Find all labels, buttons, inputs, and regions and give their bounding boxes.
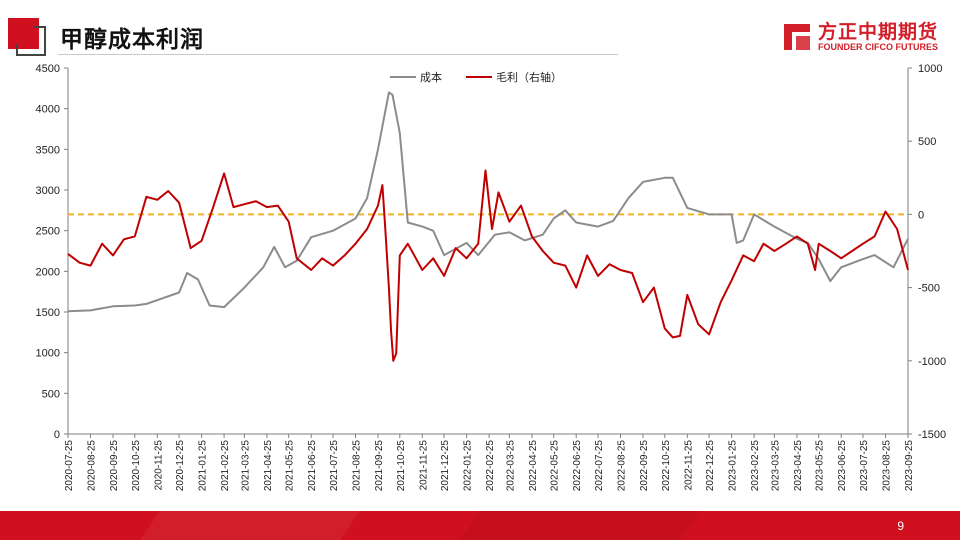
x-tick-label: 2023-09-25 xyxy=(904,440,915,492)
x-tick-label: 2023-06-25 xyxy=(837,440,848,492)
brand-logo: 方正中期期货 FOUNDER CIFCO FUTURES xyxy=(782,17,952,59)
x-tick-label: 2021-07-25 xyxy=(329,440,340,492)
x-tick-label: 2020-08-25 xyxy=(87,440,98,492)
x-tick-label: 2022-12-25 xyxy=(705,440,716,492)
title-divider xyxy=(58,54,618,55)
x-tick-label: 2023-04-25 xyxy=(793,440,804,492)
y-left-tick-label: 0 xyxy=(54,429,60,441)
y-left-tick-label: 2500 xyxy=(36,226,60,238)
y-right-tick-label: 500 xyxy=(918,136,936,148)
y-left-tick-label: 2000 xyxy=(36,266,60,278)
y-right-tick-label: -500 xyxy=(918,283,940,295)
y-left-tick-label: 500 xyxy=(42,388,60,400)
y-left-tick-label: 4000 xyxy=(36,104,60,116)
x-tick-label: 2021-08-25 xyxy=(352,440,363,492)
section-logo-icon xyxy=(8,18,46,56)
x-tick-label: 2023-01-25 xyxy=(728,440,739,492)
cost-profit-chart: 0 500 1000 1500 2000 2500 3000 3500 4000 4500 -150… xyxy=(36,63,947,492)
x-tick-label: 2020-12-25 xyxy=(175,440,186,492)
brand-name: 方正中期期货 xyxy=(818,21,939,43)
x-tick-label: 2022-02-25 xyxy=(485,440,496,492)
x-tick-label: 2022-03-25 xyxy=(505,440,516,492)
x-tick-label: 2020-07-25 xyxy=(64,440,75,492)
x-tick-label: 2022-05-25 xyxy=(550,440,561,492)
legend-label: 毛利（右轴） xyxy=(496,70,562,84)
y-left-tick-label: 3000 xyxy=(36,185,60,197)
x-tick-label: 2021-01-25 xyxy=(198,440,209,492)
x-tick-label: 2021-02-25 xyxy=(220,440,231,492)
x-tick-label: 2021-12-25 xyxy=(440,440,451,492)
y-left-tick-label: 1500 xyxy=(36,307,60,319)
x-tick-label: 2022-06-25 xyxy=(572,440,583,492)
legend-label: 成本 xyxy=(420,70,442,84)
x-tick-label: 2022-01-25 xyxy=(463,440,474,492)
y-right-tick-label: -1500 xyxy=(918,429,946,441)
y-left-tick-label: 3500 xyxy=(36,144,60,156)
x-tick-label: 2022-07-25 xyxy=(594,440,605,492)
x-tick-label: 2020-09-25 xyxy=(109,440,120,492)
x-tick-label: 2021-05-25 xyxy=(285,440,296,492)
footer-bar: 9 xyxy=(0,511,960,540)
x-tick-label: 2021-11-25 xyxy=(418,440,429,491)
x-tick-label: 2023-05-25 xyxy=(815,440,826,492)
x-tick-label: 2022-08-25 xyxy=(616,440,627,492)
x-tick-label: 2022-11-25 xyxy=(683,440,694,491)
y-left-tick-label: 4500 xyxy=(36,63,60,75)
brand-name-en: FOUNDER CIFCO FUTURES xyxy=(818,42,938,52)
x-tick-label: 2023-07-25 xyxy=(859,440,870,492)
chart-legend: 成本 毛利（右轴） xyxy=(390,70,562,84)
x-tick-label: 2020-10-25 xyxy=(131,440,142,492)
y-right-tick-label: 0 xyxy=(918,209,924,221)
x-tick-label: 2023-08-25 xyxy=(881,440,892,492)
y-left-tick-label: 1000 xyxy=(36,348,60,360)
y-right-tick-label: -1000 xyxy=(918,356,946,368)
brand-mark-icon xyxy=(784,24,810,50)
x-tick-label: 2021-06-25 xyxy=(307,440,318,492)
page-number: 9 xyxy=(897,519,904,533)
x-tick-label: 2021-10-25 xyxy=(396,440,407,492)
x-tick-label: 2021-09-25 xyxy=(374,440,385,492)
x-tick-label: 2020-11-25 xyxy=(153,440,164,491)
x-tick-label: 2021-03-25 xyxy=(240,440,251,492)
footer-pattern xyxy=(140,511,700,540)
x-tick-label: 2023-02-25 xyxy=(750,440,761,492)
x-tick-label: 2022-10-25 xyxy=(661,440,672,492)
x-tick-label: 2022-09-25 xyxy=(639,440,650,492)
x-tick-label: 2023-03-25 xyxy=(770,440,781,492)
x-tick-label: 2022-04-25 xyxy=(528,440,539,492)
series-line-cost xyxy=(67,91,909,313)
y-right-tick-label: 1000 xyxy=(918,63,942,75)
page-title: 甲醇成本利润 xyxy=(60,27,204,53)
x-tick-label: 2021-04-25 xyxy=(263,440,274,492)
series-line-gross-profit xyxy=(67,169,909,362)
